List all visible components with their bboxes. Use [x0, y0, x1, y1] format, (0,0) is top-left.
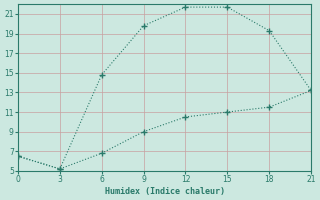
X-axis label: Humidex (Indice chaleur): Humidex (Indice chaleur) — [105, 187, 225, 196]
